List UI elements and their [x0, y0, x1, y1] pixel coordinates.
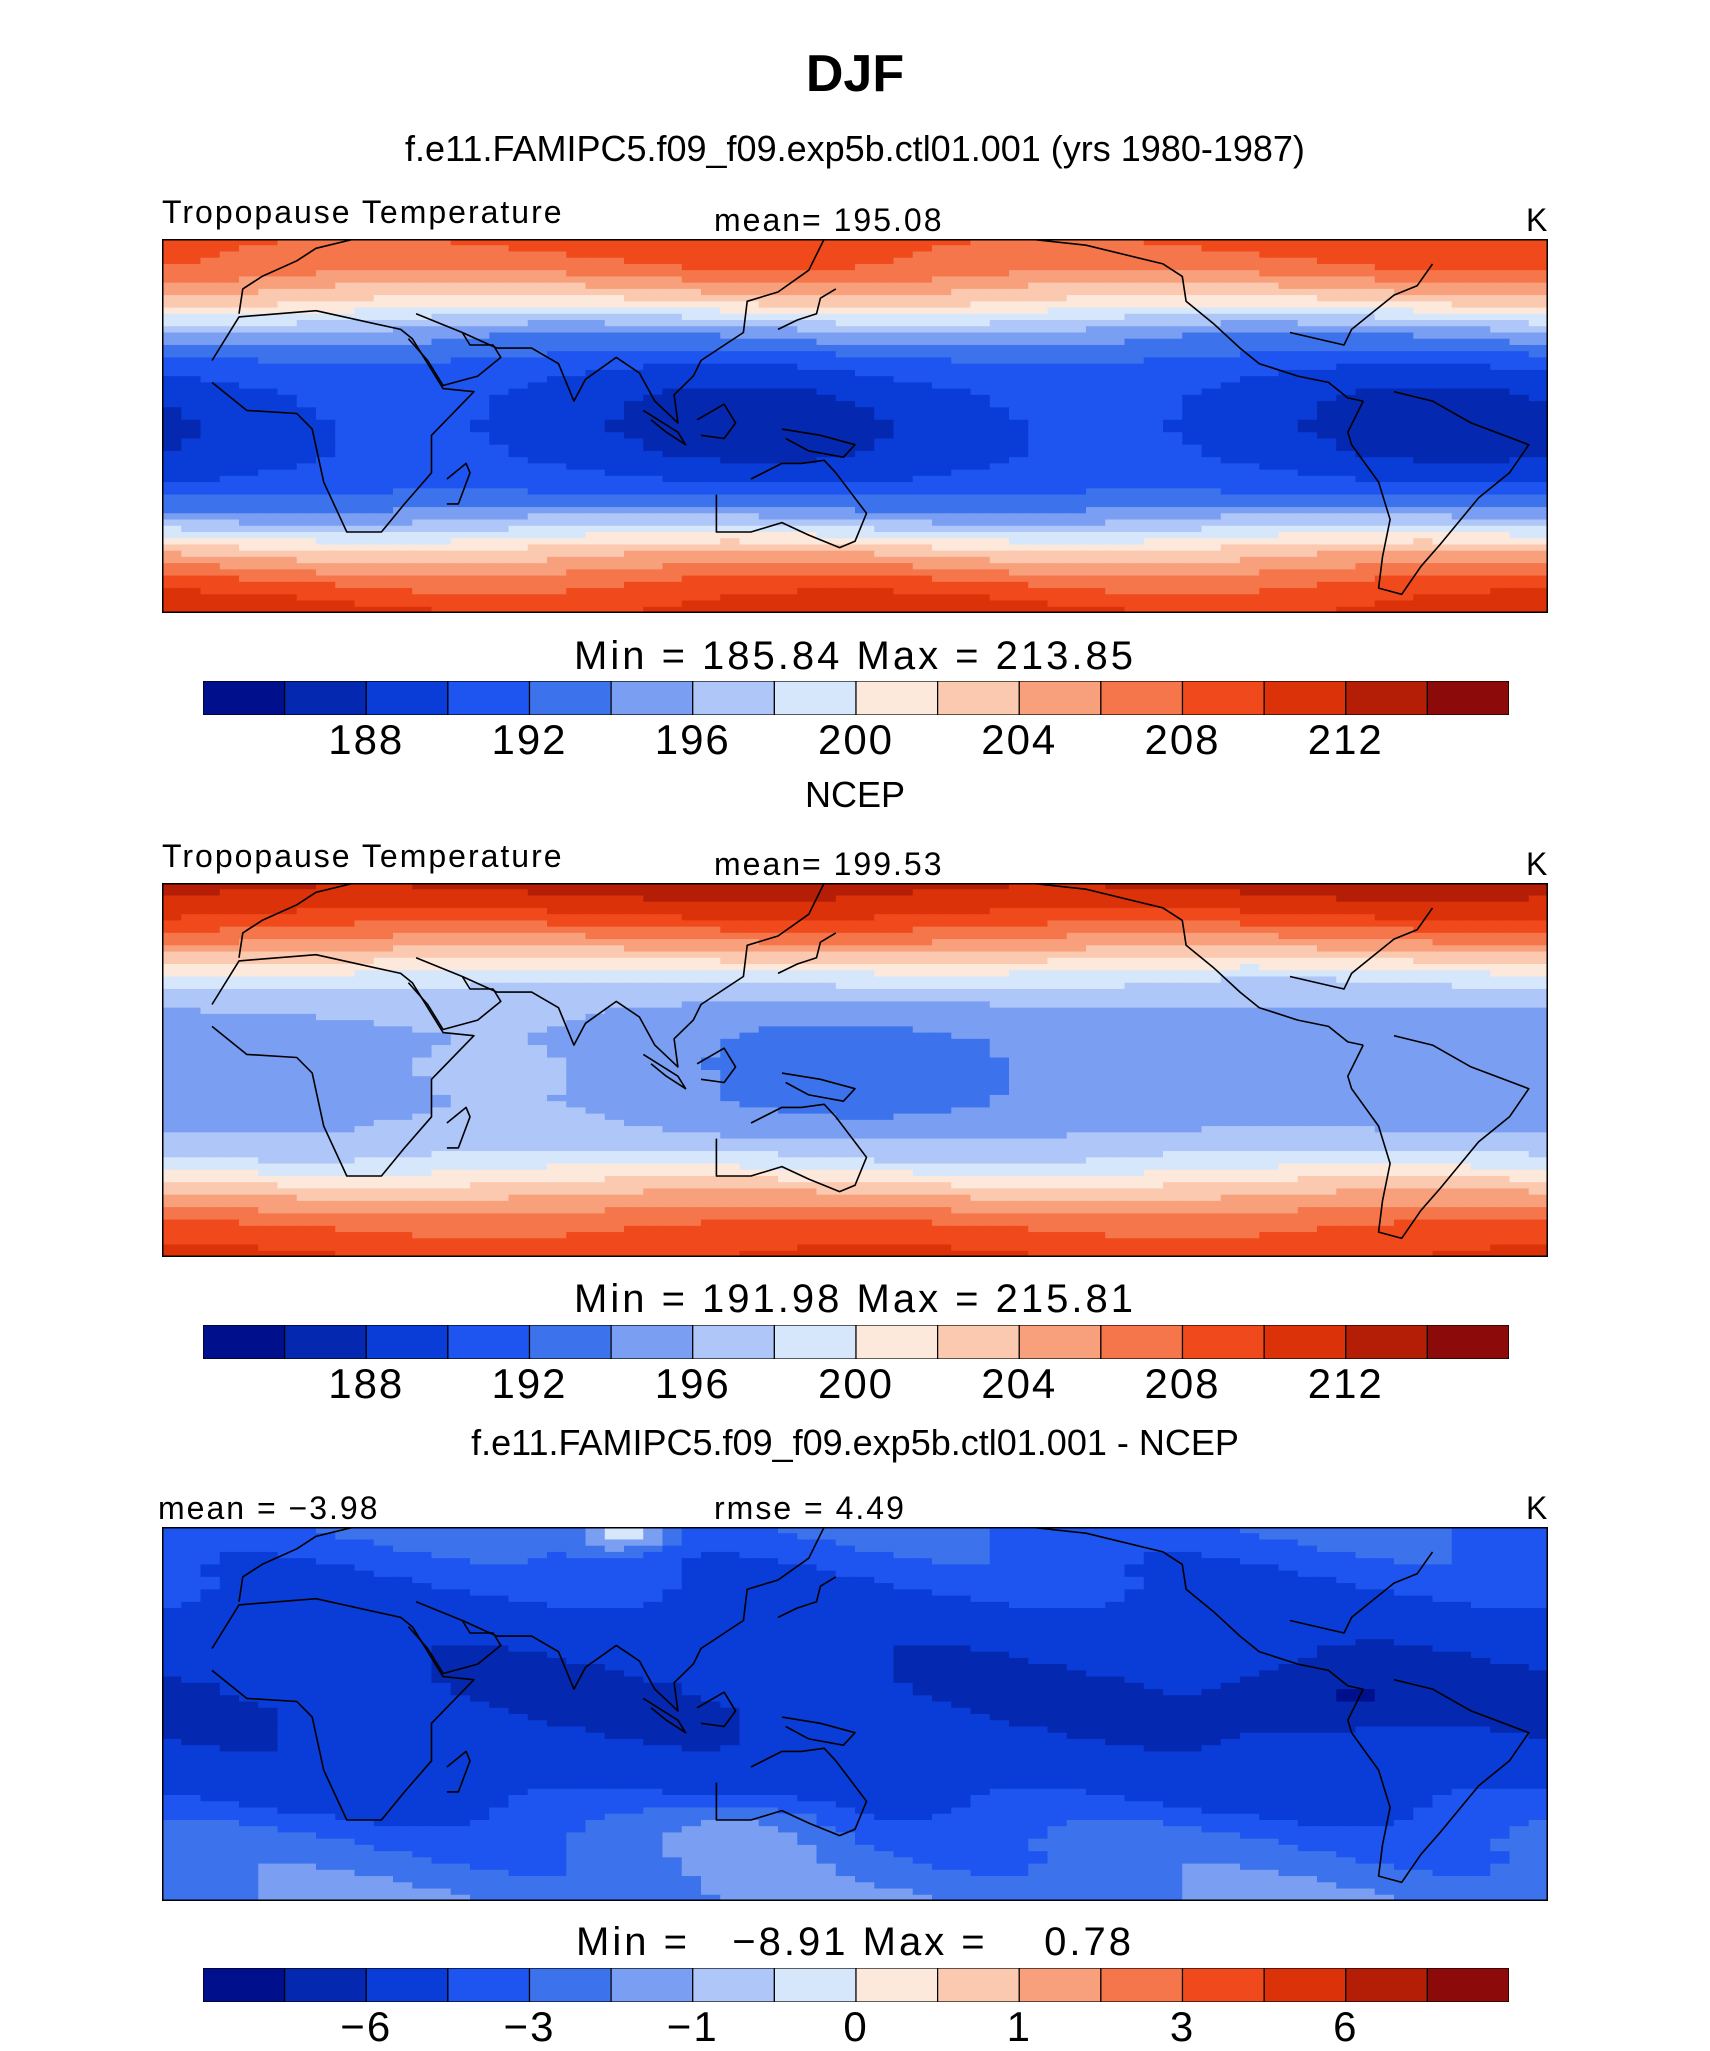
colorbar-swatch — [1346, 681, 1428, 715]
colorbar-swatch — [1019, 1325, 1101, 1359]
panel-1-colorbar — [203, 681, 1509, 715]
panel-3-units-label: K — [1526, 1490, 1549, 1527]
colorbar-tick-label: 196 — [655, 716, 731, 764]
colorbar-tick-label: 204 — [981, 716, 1057, 764]
colorbar-tick-label: 200 — [818, 716, 894, 764]
colorbar-swatch — [1346, 1325, 1428, 1359]
colorbar-tick-label: 200 — [818, 1360, 894, 1408]
colorbar-swatch — [1019, 1968, 1101, 2002]
panel-1-mean-label: mean= 195.08 — [714, 202, 944, 239]
colorbar-swatch — [366, 681, 448, 715]
panel-1-minmax: Min = 185.84 Max = 213.85 — [0, 634, 1710, 679]
colorbar-swatch — [1346, 1968, 1428, 2002]
colorbar-swatch — [1264, 1325, 1346, 1359]
colorbar-tick-label: 192 — [491, 716, 567, 764]
colorbar-swatch — [1101, 681, 1183, 715]
panel-2-minmax: Min = 191.98 Max = 215.81 — [0, 1277, 1710, 1322]
colorbar-swatch — [366, 1968, 448, 2002]
panel-3-minmax: Min = −8.91 Max = 0.78 — [0, 1920, 1710, 1965]
colorbar-tick-label: 212 — [1308, 1360, 1384, 1408]
colorbar-tick-label: 208 — [1144, 716, 1220, 764]
panel-2-colorbar — [203, 1325, 1509, 1359]
colorbar-swatch — [938, 1968, 1020, 2002]
panel-1-subtitle: f.e11.FAMIPC5.f09_f09.exp5b.ctl01.001 (y… — [0, 128, 1710, 170]
colorbar-swatch — [530, 1325, 612, 1359]
colorbar-swatch — [530, 681, 612, 715]
colorbar-swatch — [448, 1325, 530, 1359]
colorbar-tick-label: 6 — [1333, 2003, 1358, 2051]
colorbar-swatch — [366, 1325, 448, 1359]
colorbar-swatch — [774, 1968, 856, 2002]
panel-2-field — [162, 883, 1548, 1257]
colorbar-swatch — [1101, 1968, 1183, 2002]
colorbar-swatch — [203, 1968, 285, 2002]
colorbar-swatch — [285, 1325, 367, 1359]
colorbar-swatch — [285, 681, 367, 715]
colorbar-swatch — [611, 1968, 693, 2002]
panel-1-variable-label: Tropopause Temperature — [162, 194, 564, 231]
panel-3-map — [162, 1527, 1548, 1901]
panel-2-mean-label: mean= 199.53 — [714, 846, 944, 883]
panel-2-map — [162, 883, 1548, 1257]
panel-3-colorbar-ticks: −6 −3 −1 0 1 3 6 — [203, 2003, 1509, 2049]
colorbar-swatch — [1101, 1325, 1183, 1359]
figure-title: DJF — [0, 44, 1710, 104]
colorbar-swatch — [611, 1325, 693, 1359]
panel-1-units-label: K — [1526, 202, 1549, 239]
panel-2-subtitle: NCEP — [0, 774, 1710, 816]
panel-1-colorbar-ticks: 188 192 196 200 204 208 212 — [203, 716, 1509, 762]
colorbar-swatch — [693, 681, 775, 715]
colorbar-swatch — [856, 1325, 938, 1359]
colorbar-swatch — [448, 1968, 530, 2002]
colorbar-swatch — [1264, 1968, 1346, 2002]
panel-3-rmse-label: rmse = 4.49 — [714, 1490, 906, 1527]
colorbar-swatch — [938, 1325, 1020, 1359]
colorbar-tick-label: 188 — [328, 716, 404, 764]
colorbar-swatch — [1427, 1325, 1509, 1359]
colorbar-swatch — [938, 681, 1020, 715]
colorbar-tick-label: 212 — [1308, 716, 1384, 764]
colorbar-swatch — [203, 681, 285, 715]
colorbar-swatch — [856, 1968, 938, 2002]
colorbar-swatch — [203, 1325, 285, 1359]
colorbar-tick-label: 188 — [328, 1360, 404, 1408]
colorbar-swatch — [530, 1968, 612, 2002]
colorbar-swatch — [856, 681, 938, 715]
colorbar-tick-label: 196 — [655, 1360, 731, 1408]
colorbar-swatch — [1019, 681, 1101, 715]
panel-3-subtitle: f.e11.FAMIPC5.f09_f09.exp5b.ctl01.001 - … — [0, 1422, 1710, 1464]
colorbar-tick-label: 208 — [1144, 1360, 1220, 1408]
colorbar-tick-label: −6 — [340, 2003, 392, 2051]
colorbar-tick-label: 0 — [843, 2003, 868, 2051]
colorbar-tick-label: 3 — [1170, 2003, 1195, 2051]
panel-3-mean-label: mean = −3.98 — [158, 1490, 379, 1527]
colorbar-swatch — [1427, 1968, 1509, 2002]
panel-2-colorbar-ticks: 188 192 196 200 204 208 212 — [203, 1360, 1509, 1406]
colorbar-swatch — [693, 1968, 775, 2002]
colorbar-swatch — [448, 681, 530, 715]
colorbar-swatch — [693, 1325, 775, 1359]
colorbar-tick-label: −3 — [504, 2003, 556, 2051]
colorbar-swatch — [774, 681, 856, 715]
colorbar-tick-label: 1 — [1007, 2003, 1032, 2051]
panel-2-variable-label: Tropopause Temperature — [162, 838, 564, 875]
colorbar-swatch — [1183, 681, 1265, 715]
colorbar-swatch — [1183, 1968, 1265, 2002]
panel-1-map — [162, 239, 1548, 613]
colorbar-swatch — [774, 1325, 856, 1359]
panel-3-colorbar — [203, 1968, 1509, 2002]
colorbar-swatch — [285, 1968, 367, 2002]
colorbar-swatch — [1264, 681, 1346, 715]
colorbar-swatch — [1427, 681, 1509, 715]
colorbar-tick-label: 204 — [981, 1360, 1057, 1408]
panel-3-field — [162, 1527, 1548, 1901]
panel-1-field — [162, 239, 1548, 613]
colorbar-tick-label: 192 — [491, 1360, 567, 1408]
colorbar-tick-label: −1 — [667, 2003, 719, 2051]
colorbar-swatch — [1183, 1325, 1265, 1359]
panel-2-units-label: K — [1526, 846, 1549, 883]
colorbar-swatch — [611, 681, 693, 715]
